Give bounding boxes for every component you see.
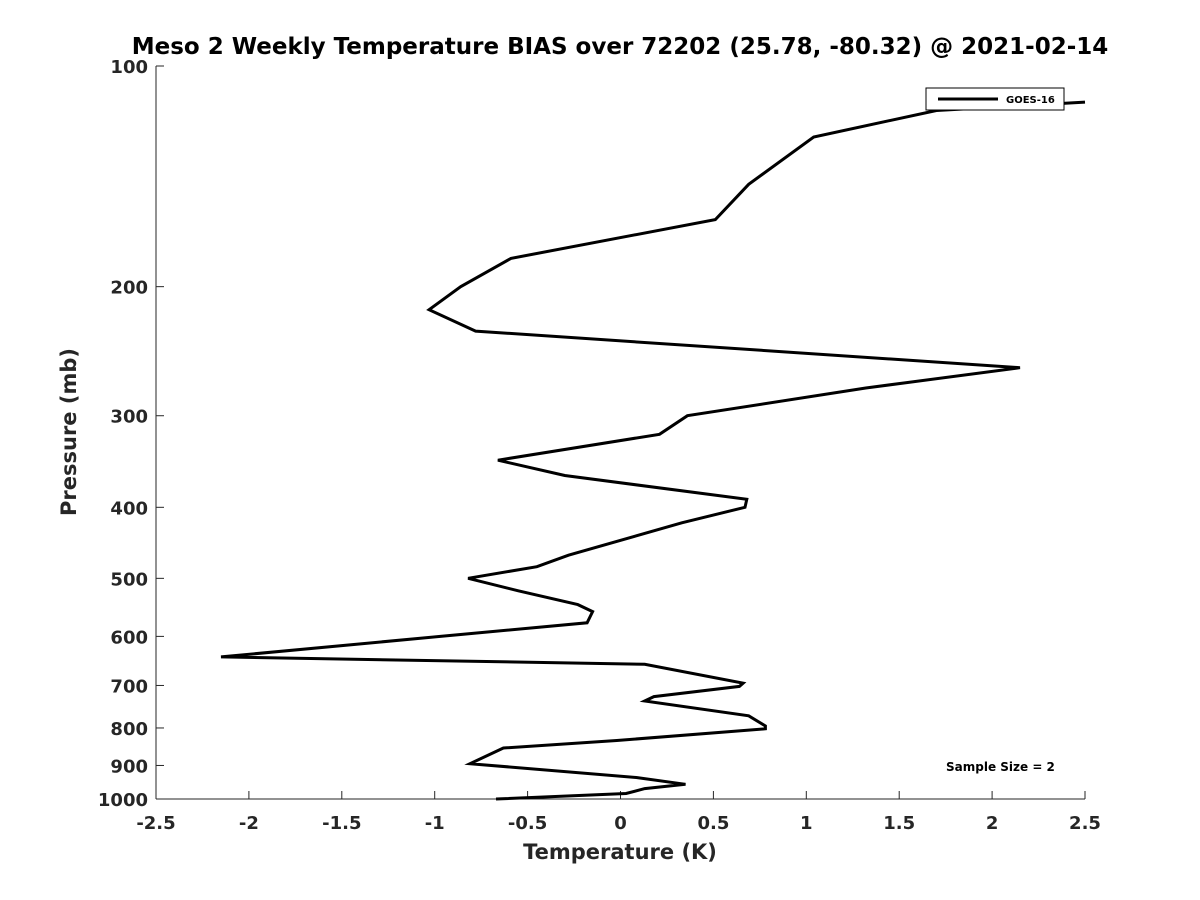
x-tick-label: -0.5 <box>508 813 547 834</box>
y-tick-label: 900 <box>110 756 148 777</box>
x-tick-label: -2.5 <box>136 813 175 834</box>
x-tick-label: 0 <box>614 813 627 834</box>
x-tick-label: 1 <box>800 813 813 834</box>
y-tick-label: 100 <box>110 57 148 78</box>
x-tick-label: -1 <box>425 813 445 834</box>
plot-area: -2.5 -2 -1.5 -1 -0.5 0 0.5 1 1.5 2 2.5 100 200 300 40… <box>98 57 1101 834</box>
x-tick-label: 0.5 <box>697 813 729 834</box>
legend: GOES-16 <box>925 87 1065 111</box>
x-ticks: -2.5 -2 -1.5 -1 -0.5 0 0.5 1 1.5 2 2.5 <box>136 791 1101 834</box>
x-tick-label: 2.5 <box>1069 813 1101 834</box>
y-ticks: 100 200 300 400 500 600 700 800 900 1000 <box>98 57 164 811</box>
sample-size-annotation: Sample Size = 2 <box>946 760 1055 774</box>
x-tick-label: 2 <box>986 813 999 834</box>
x-axis-label: Temperature (K) <box>523 840 717 864</box>
x-tick-label: -1.5 <box>322 813 361 834</box>
y-axis-label: Pressure (mb) <box>57 348 81 516</box>
y-tick-label: 200 <box>110 278 148 299</box>
legend-label-goes-16: GOES-16 <box>1006 95 1055 106</box>
x-tick-label: 1.5 <box>883 813 915 834</box>
y-tick-label: 300 <box>110 407 148 428</box>
y-tick-label: 800 <box>110 719 148 740</box>
x-tick-label: -2 <box>239 813 259 834</box>
y-tick-label: 1000 <box>98 790 148 811</box>
chart-title: Meso 2 Weekly Temperature BIAS over 7220… <box>132 34 1109 60</box>
y-tick-label: 500 <box>110 569 148 590</box>
series-line-goes-16 <box>220 100 1086 801</box>
y-tick-label: 700 <box>110 676 148 697</box>
y-tick-label: 600 <box>110 627 148 648</box>
y-tick-label: 400 <box>110 498 148 519</box>
